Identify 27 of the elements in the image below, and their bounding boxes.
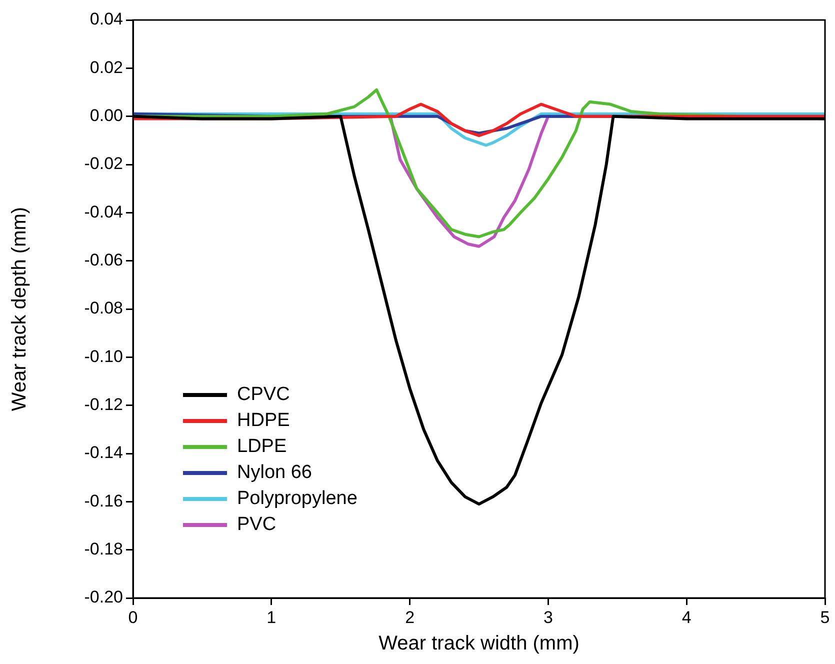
y-tick-label: -0.20 — [84, 588, 123, 607]
y-tick-label: -0.02 — [84, 154, 123, 174]
legend-label: Polypropylene — [237, 488, 358, 510]
x-axis-title: Wear track width (mm) — [378, 632, 580, 655]
y-tick-label: -0.18 — [84, 540, 123, 559]
y-axis-title: Wear track depth (mm) — [8, 206, 31, 412]
y-tick-label: -0.14 — [84, 443, 123, 462]
x-tick-label: 4 — [682, 608, 692, 627]
y-tick-label: -0.12 — [84, 395, 123, 414]
y-tick-label: -0.16 — [84, 491, 123, 510]
y-tick-label: 0.04 — [90, 10, 123, 29]
x-tick-label: 5 — [820, 608, 830, 627]
y-tick-label: 0.02 — [90, 58, 123, 77]
y-tick-label: -0.10 — [84, 346, 123, 366]
x-tick-label: 3 — [543, 608, 553, 627]
x-tick-label: 2 — [405, 608, 415, 627]
legend-label: CPVC — [237, 384, 290, 406]
y-tick-label: -0.06 — [84, 250, 123, 270]
legend-label: PVC — [237, 514, 276, 536]
legend-label: Nylon 66 — [237, 462, 312, 484]
legend-label: HDPE — [237, 410, 290, 432]
x-tick-label: 0 — [128, 608, 138, 627]
y-tick-label: -0.08 — [84, 298, 123, 318]
legend-label: LDPE — [237, 436, 287, 458]
x-tick-label: 1 — [266, 608, 276, 627]
y-tick-label: -0.04 — [84, 202, 123, 222]
y-tick-label: 0.00 — [90, 106, 123, 126]
